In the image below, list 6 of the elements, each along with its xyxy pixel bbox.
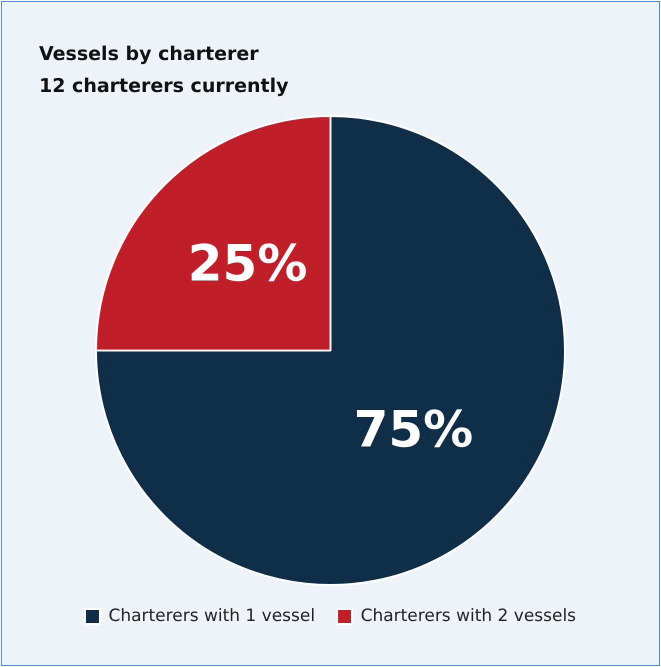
chart-title: Vessels by charterer (39, 42, 260, 67)
legend-label: Charterers with 1 vessel (108, 606, 316, 626)
chart-subtitle: 12 charterers currently (39, 74, 288, 99)
legend-label: Charterers with 2 vessels (360, 606, 576, 626)
data-label: 25% (188, 234, 308, 293)
data-label: 75% (354, 400, 474, 458)
